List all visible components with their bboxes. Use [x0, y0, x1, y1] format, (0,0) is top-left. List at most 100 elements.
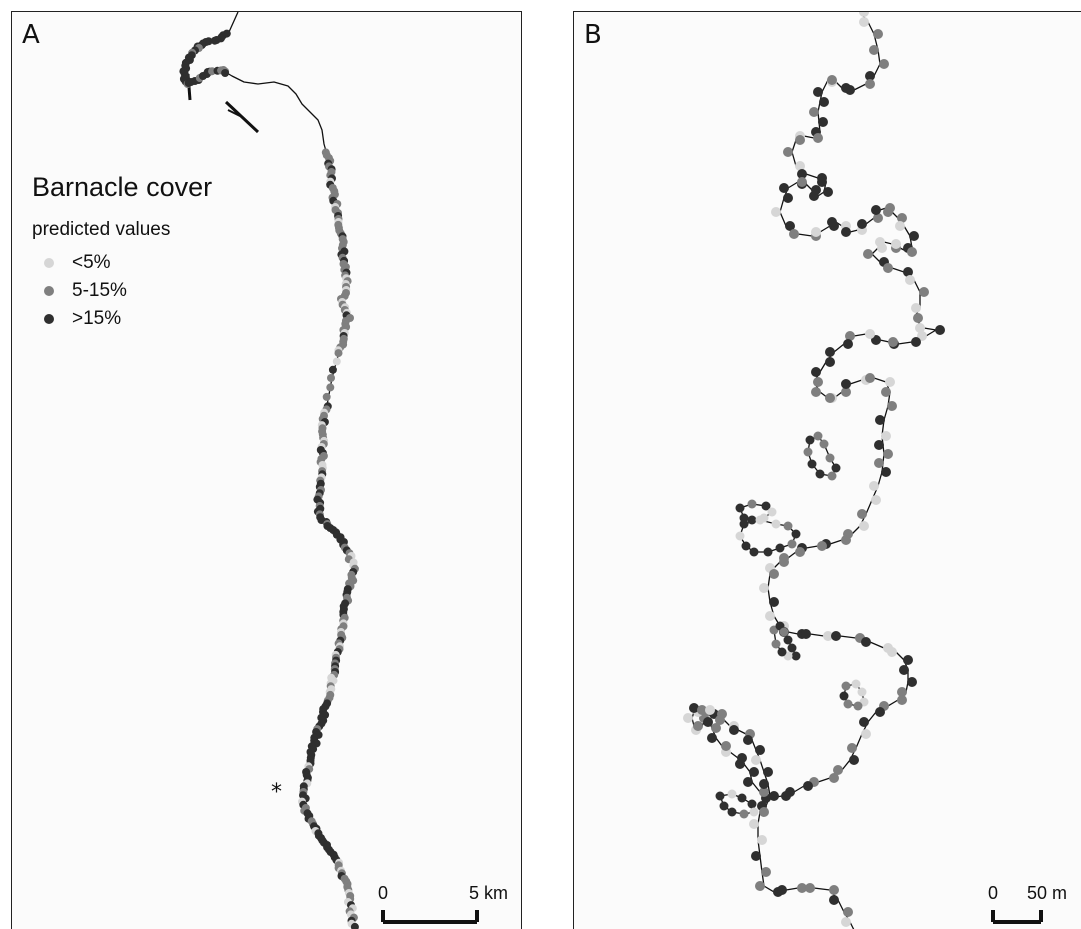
survey-point: [777, 647, 787, 657]
survey-point: [891, 239, 901, 249]
survey-point: [807, 459, 817, 469]
coastline-map-a: [179, 12, 359, 929]
survey-point: [749, 767, 759, 777]
survey-point: [839, 691, 849, 701]
survey-point: [829, 885, 839, 895]
survey-point: [817, 541, 827, 551]
survey-point: [711, 723, 721, 733]
survey-point: [779, 627, 789, 637]
survey-point: [825, 357, 835, 367]
survey-point: [749, 807, 759, 817]
survey-point: [210, 36, 219, 45]
survey-point: [869, 45, 879, 55]
survey-point: [747, 499, 757, 509]
survey-point: [841, 387, 851, 397]
survey-point: [703, 717, 713, 727]
survey-point: [735, 503, 745, 513]
survey-point: [689, 703, 699, 713]
survey-point: [737, 753, 747, 763]
survey-point: [785, 221, 795, 231]
survey-point: [887, 647, 897, 657]
survey-point: [765, 611, 775, 621]
survey-point: [683, 713, 693, 723]
map-panel-a: A Barnacle cover predicted values <5% 5-…: [11, 11, 522, 929]
survey-point: [771, 207, 781, 217]
survey-point: [935, 325, 945, 335]
survey-point: [819, 439, 829, 449]
survey-point: [777, 885, 787, 895]
survey-point: [811, 185, 821, 195]
survey-point: [755, 745, 765, 755]
survey-point: [763, 547, 773, 557]
survey-point: [847, 743, 857, 753]
survey-point: [899, 665, 909, 675]
survey-point: [817, 177, 827, 187]
survey-point: [875, 415, 885, 425]
survey-point: [895, 221, 905, 231]
survey-point: [795, 161, 805, 171]
survey-point: [811, 387, 821, 397]
legend-label-high: >15%: [72, 308, 122, 329]
survey-point: [743, 777, 753, 787]
survey-point: [857, 687, 867, 697]
survey-point: [823, 631, 833, 641]
survey-point: [727, 789, 737, 799]
survey-point: [841, 917, 851, 927]
survey-point: [759, 807, 769, 817]
legend-subtitle: predicted values: [32, 219, 171, 240]
survey-point: [803, 781, 813, 791]
survey-point: [869, 481, 879, 491]
legend-swatch-mid: [44, 286, 54, 296]
survey-point: [871, 205, 881, 215]
survey-point: [809, 107, 819, 117]
legend: Barnacle cover predicted values <5% 5-15…: [32, 172, 212, 333]
survey-point: [897, 687, 907, 697]
survey-point: [913, 313, 923, 323]
survey-point: [322, 392, 331, 401]
survey-point: [877, 243, 887, 253]
survey-point: [843, 907, 853, 917]
survey-point: [729, 725, 739, 735]
survey-point: [815, 469, 825, 479]
survey-point: [755, 515, 765, 525]
survey-point: [841, 227, 851, 237]
survey-point: [883, 449, 893, 459]
survey-point: [769, 791, 779, 801]
barnacle-points-b: [683, 12, 945, 927]
panel-label-a: A: [22, 20, 40, 50]
survey-point: [881, 467, 891, 477]
survey-point: [841, 681, 851, 691]
survey-point: [761, 867, 771, 877]
survey-point: [795, 135, 805, 145]
survey-point: [831, 631, 841, 641]
survey-point: [874, 440, 884, 450]
survey-point: [767, 507, 777, 517]
survey-point: [795, 547, 805, 557]
survey-point: [903, 655, 913, 665]
survey-point: [888, 337, 898, 347]
survey-point: [757, 835, 767, 845]
survey-point: [859, 521, 869, 531]
legend-item-high: >15%: [32, 305, 212, 333]
survey-point: [797, 169, 807, 179]
survey-point: [755, 881, 765, 891]
survey-point: [326, 383, 335, 392]
legend-label-mid: 5-15%: [72, 280, 127, 301]
survey-point: [813, 133, 823, 143]
survey-point: [797, 177, 807, 187]
survey-point: [332, 357, 341, 366]
survey-point: [881, 387, 891, 397]
survey-point: [751, 851, 761, 861]
survey-point: [327, 374, 335, 382]
survey-point: [803, 447, 813, 457]
survey-point: [739, 809, 749, 819]
legend-title: Barnacle cover: [32, 172, 213, 202]
survey-point: [221, 69, 230, 77]
survey-point: [827, 471, 837, 481]
survey-point: [759, 583, 769, 593]
survey-point: [769, 569, 779, 579]
survey-point: [831, 463, 841, 473]
survey-point: [735, 531, 745, 541]
survey-point: [693, 721, 703, 731]
scale-bar-a: [381, 910, 479, 924]
